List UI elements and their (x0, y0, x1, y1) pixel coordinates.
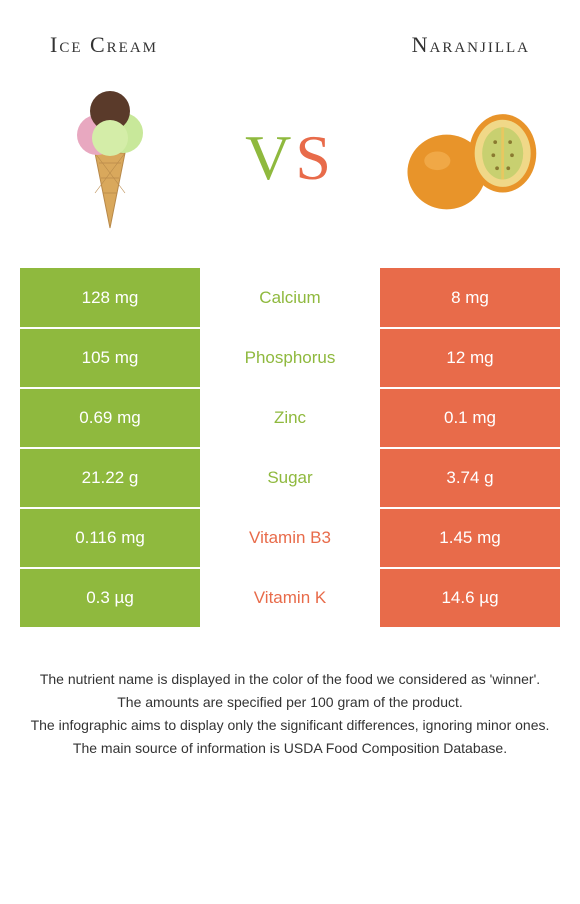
vs-v: V (245, 122, 295, 193)
table-row: 128 mgCalcium8 mg (20, 268, 560, 328)
nutrient-label: Vitamin B3 (200, 508, 380, 568)
left-value: 0.116 mg (20, 508, 200, 568)
right-value: 0.1 mg (380, 388, 560, 448)
right-value: 8 mg (380, 268, 560, 328)
left-value: 105 mg (20, 328, 200, 388)
vs-label: VS (245, 121, 335, 195)
left-food-title: Ice Cream (50, 32, 158, 58)
footer-line-4: The main source of information is USDA F… (24, 738, 556, 759)
left-value: 0.3 µg (20, 568, 200, 628)
footer-line-3: The infographic aims to display only the… (24, 715, 556, 736)
vs-s: S (295, 122, 335, 193)
left-value: 128 mg (20, 268, 200, 328)
nutrient-label: Vitamin K (200, 568, 380, 628)
left-value: 21.22 g (20, 448, 200, 508)
table-row: 0.3 µgVitamin K14.6 µg (20, 568, 560, 628)
table-row: 0.116 mgVitamin B31.45 mg (20, 508, 560, 568)
footer-line-1: The nutrient name is displayed in the co… (24, 669, 556, 690)
comparison-table: 128 mgCalcium8 mg105 mgPhosphorus12 mg0.… (20, 268, 560, 629)
table-row: 21.22 gSugar3.74 g (20, 448, 560, 508)
vs-row: VS (0, 58, 580, 268)
right-value: 1.45 mg (380, 508, 560, 568)
right-value: 12 mg (380, 328, 560, 388)
naranjilla-icon (400, 78, 540, 238)
footer-line-2: The amounts are specified per 100 gram o… (24, 692, 556, 713)
right-value: 3.74 g (380, 448, 560, 508)
nutrient-label: Calcium (200, 268, 380, 328)
nutrient-label: Zinc (200, 388, 380, 448)
right-value: 14.6 µg (380, 568, 560, 628)
nutrient-label: Phosphorus (200, 328, 380, 388)
ice-cream-icon (40, 78, 180, 238)
right-food-title: Naranjilla (412, 32, 530, 58)
table-row: 0.69 mgZinc0.1 mg (20, 388, 560, 448)
left-value: 0.69 mg (20, 388, 200, 448)
table-row: 105 mgPhosphorus12 mg (20, 328, 560, 388)
footer-notes: The nutrient name is displayed in the co… (0, 629, 580, 759)
nutrient-label: Sugar (200, 448, 380, 508)
header: Ice Cream Naranjilla (0, 0, 580, 58)
